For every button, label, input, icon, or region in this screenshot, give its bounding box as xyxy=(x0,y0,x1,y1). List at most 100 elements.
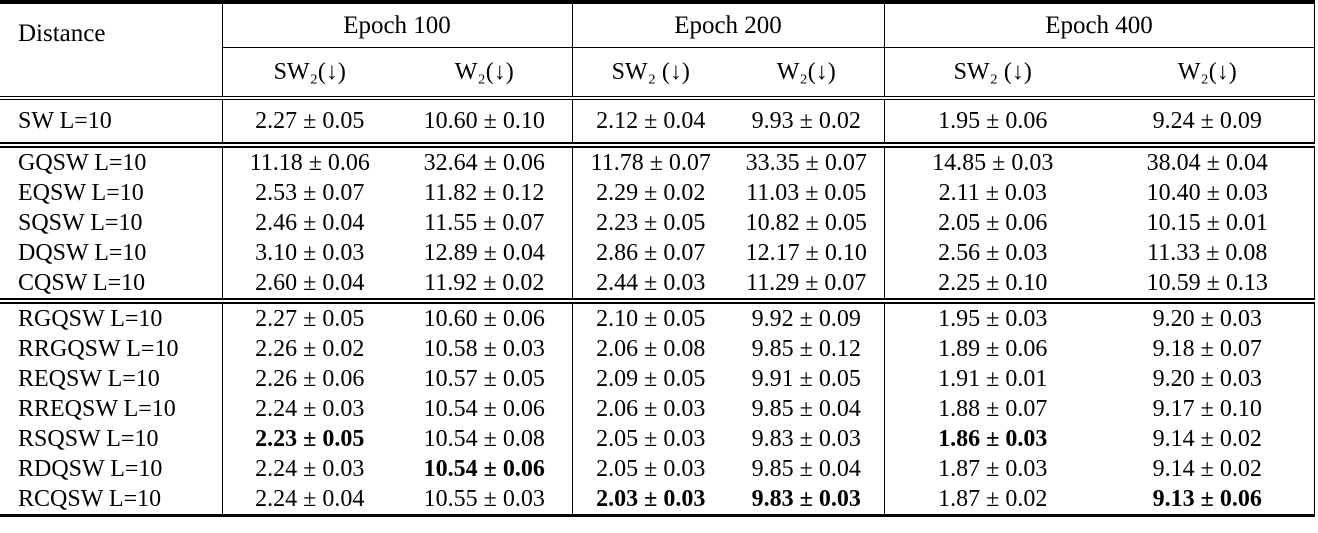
value-cell: 2.25 ± 0.10 xyxy=(938,269,1048,296)
value-cell: 1.87 ± 0.02 xyxy=(938,485,1048,512)
value-cell: 10.59 ± 0.13 xyxy=(1101,268,1315,301)
row-label: DQSW L=10 xyxy=(0,238,223,268)
value-cell: 10.54 ± 0.08 xyxy=(397,424,573,454)
row-label: RREQSW L=10 xyxy=(0,394,223,424)
row-label: SQSW L=10 xyxy=(0,208,223,238)
value-cell: 11.33 ± 0.08 xyxy=(1101,238,1315,268)
value-cell: 1.87 ± 0.03 xyxy=(938,455,1048,482)
value-cell: 3.10 ± 0.03 xyxy=(255,239,365,266)
value-cell: 11.82 ± 0.12 xyxy=(397,178,573,208)
table-section-2: GQSW L=10 11.18 ± 0.06 32.64 ± 0.06 11.78 ±… xyxy=(0,142,1315,301)
value-cell: 33.35 ± 0.07 xyxy=(729,142,885,178)
value-cell: 2.29 ± 0.02 xyxy=(596,179,706,206)
value-cell: 9.20 ± 0.03 xyxy=(1101,298,1315,334)
value-cell: 1.89 ± 0.06 xyxy=(938,335,1048,362)
value-cell: 2.24 ± 0.03 xyxy=(255,395,365,422)
value-cell: 9.18 ± 0.07 xyxy=(1101,334,1315,364)
table-row: CQSW L=10 2.60 ± 0.04 11.92 ± 0.02 2.44 ± 0… xyxy=(0,268,1315,301)
value-cell: 10.15 ± 0.01 xyxy=(1101,208,1315,238)
value-cell: 2.06 ± 0.08 xyxy=(596,335,706,362)
value-cell: 9.20 ± 0.03 xyxy=(1101,364,1315,394)
value-cell: 2.44 ± 0.03 xyxy=(596,269,706,296)
value-cell: 2.56 ± 0.03 xyxy=(938,239,1048,266)
value-cell: 10.54 ± 0.06 xyxy=(397,394,573,424)
value-cell: 2.03 ± 0.03 xyxy=(596,485,706,512)
value-cell: 9.92 ± 0.09 xyxy=(729,298,885,334)
w2-epoch100-header: W₂(↓) xyxy=(397,47,573,98)
table-header: Distance Epoch 100 Epoch 200 Epoch 400 S… xyxy=(0,2,1315,98)
table-row: RSQSW L=10 2.23 ± 0.05 10.54 ± 0.08 2.05 ± … xyxy=(0,424,1315,454)
results-table: Distance Epoch 100 Epoch 200 Epoch 400 S… xyxy=(0,0,1315,517)
value-cell: 2.05 ± 0.03 xyxy=(596,455,706,482)
distance-column-header: Distance xyxy=(0,2,223,98)
epoch-100-header: Epoch 100 xyxy=(222,2,573,48)
value-cell: 12.89 ± 0.04 xyxy=(397,238,573,268)
table-section-1: SW L=10 2.27 ± 0.05 10.60 ± 0.10 2.12 ± 0.0… xyxy=(0,96,1315,145)
value-cell: 2.26 ± 0.06 xyxy=(255,365,365,392)
table-row: REQSW L=10 2.26 ± 0.06 10.57 ± 0.05 2.09 ± … xyxy=(0,364,1315,394)
row-label: RRGQSW L=10 xyxy=(0,334,223,364)
row-label: REQSW L=10 xyxy=(0,364,223,394)
w2-epoch400-header: W₂(↓) xyxy=(1101,47,1315,98)
table-row: RGQSW L=10 2.27 ± 0.05 10.60 ± 0.06 2.10 ± … xyxy=(0,298,1315,334)
epoch-header-row: Distance Epoch 100 Epoch 200 Epoch 400 xyxy=(0,2,1315,98)
row-label: SW L=10 xyxy=(0,96,223,145)
value-cell: 1.95 ± 0.06 xyxy=(884,96,1101,145)
value-cell: 10.54 ± 0.06 xyxy=(397,454,573,484)
value-cell: 11.92 ± 0.02 xyxy=(397,268,573,301)
value-cell: 11.18 ± 0.06 xyxy=(222,142,397,178)
value-cell: 2.05 ± 0.06 xyxy=(938,209,1048,236)
sw2-epoch400-header: SW₂ (↓) xyxy=(953,58,1032,85)
value-cell: 14.85 ± 0.03 xyxy=(884,142,1101,178)
value-cell: 11.03 ± 0.05 xyxy=(729,178,885,208)
value-cell: 10.40 ± 0.03 xyxy=(1101,178,1315,208)
table-row: RREQSW L=10 2.24 ± 0.03 10.54 ± 0.06 2.06 ±… xyxy=(0,394,1315,424)
value-cell: 2.24 ± 0.03 xyxy=(255,455,365,482)
value-cell: 9.93 ± 0.02 xyxy=(729,96,885,145)
table-row: EQSW L=10 2.53 ± 0.07 11.82 ± 0.12 2.29 ± 0… xyxy=(0,178,1315,208)
table-row: RCQSW L=10 2.24 ± 0.04 10.55 ± 0.03 2.03 ± … xyxy=(0,484,1315,516)
value-cell: 2.06 ± 0.03 xyxy=(596,395,706,422)
row-label: RCQSW L=10 xyxy=(0,484,223,516)
table-row: SQSW L=10 2.46 ± 0.04 11.55 ± 0.07 2.23 ± 0… xyxy=(0,208,1315,238)
table-row: DQSW L=10 3.10 ± 0.03 12.89 ± 0.04 2.86 ± 0… xyxy=(0,238,1315,268)
value-cell: 2.26 ± 0.02 xyxy=(255,335,365,362)
value-cell: 2.27 ± 0.05 xyxy=(222,298,397,334)
table-section-3: RGQSW L=10 2.27 ± 0.05 10.60 ± 0.06 2.10 ± … xyxy=(0,298,1315,516)
metric-header-row: SW₂(↓) W₂(↓) SW₂ (↓) W₂(↓) SW₂ (↓) W₂(↓) xyxy=(0,47,1315,98)
value-cell: 9.91 ± 0.05 xyxy=(729,364,885,394)
value-cell: 9.13 ± 0.06 xyxy=(1101,484,1315,516)
value-cell: 11.55 ± 0.07 xyxy=(397,208,573,238)
sw2-epoch200-header: SW₂ (↓) xyxy=(611,58,690,85)
value-cell: 10.60 ± 0.10 xyxy=(397,96,573,145)
value-cell: 2.12 ± 0.04 xyxy=(572,96,729,145)
value-cell: 2.23 ± 0.05 xyxy=(255,425,365,452)
row-label: RGQSW L=10 xyxy=(0,298,223,334)
value-cell: 2.53 ± 0.07 xyxy=(255,179,365,206)
value-cell: 2.60 ± 0.04 xyxy=(255,269,365,296)
value-cell: 10.55 ± 0.03 xyxy=(397,484,573,516)
table-row: SW L=10 2.27 ± 0.05 10.60 ± 0.10 2.12 ± 0.0… xyxy=(0,96,1315,145)
value-cell: 11.78 ± 0.07 xyxy=(572,142,729,178)
w2-epoch200-header: W₂(↓) xyxy=(729,47,885,98)
value-cell: 9.83 ± 0.03 xyxy=(729,424,885,454)
value-cell: 1.88 ± 0.07 xyxy=(938,395,1048,422)
value-cell: 2.46 ± 0.04 xyxy=(255,209,365,236)
value-cell: 2.09 ± 0.05 xyxy=(596,365,706,392)
value-cell: 9.17 ± 0.10 xyxy=(1101,394,1315,424)
value-cell: 1.86 ± 0.03 xyxy=(938,425,1048,452)
value-cell: 1.91 ± 0.01 xyxy=(938,365,1048,392)
value-cell: 2.10 ± 0.05 xyxy=(572,298,729,334)
value-cell: 2.24 ± 0.04 xyxy=(255,485,365,512)
row-label: GQSW L=10 xyxy=(0,142,223,178)
value-cell: 9.83 ± 0.03 xyxy=(729,484,885,516)
epoch-400-header: Epoch 400 xyxy=(884,2,1315,48)
value-cell: 9.14 ± 0.02 xyxy=(1101,424,1315,454)
value-cell: 9.85 ± 0.12 xyxy=(729,334,885,364)
value-cell: 9.85 ± 0.04 xyxy=(729,394,885,424)
table-row: RRGQSW L=10 2.26 ± 0.02 10.58 ± 0.03 2.06 ±… xyxy=(0,334,1315,364)
sw2-epoch100-header: SW₂(↓) xyxy=(273,58,346,85)
value-cell: 2.86 ± 0.07 xyxy=(596,239,706,266)
value-cell: 9.24 ± 0.09 xyxy=(1101,96,1315,145)
value-cell: 11.29 ± 0.07 xyxy=(729,268,885,301)
